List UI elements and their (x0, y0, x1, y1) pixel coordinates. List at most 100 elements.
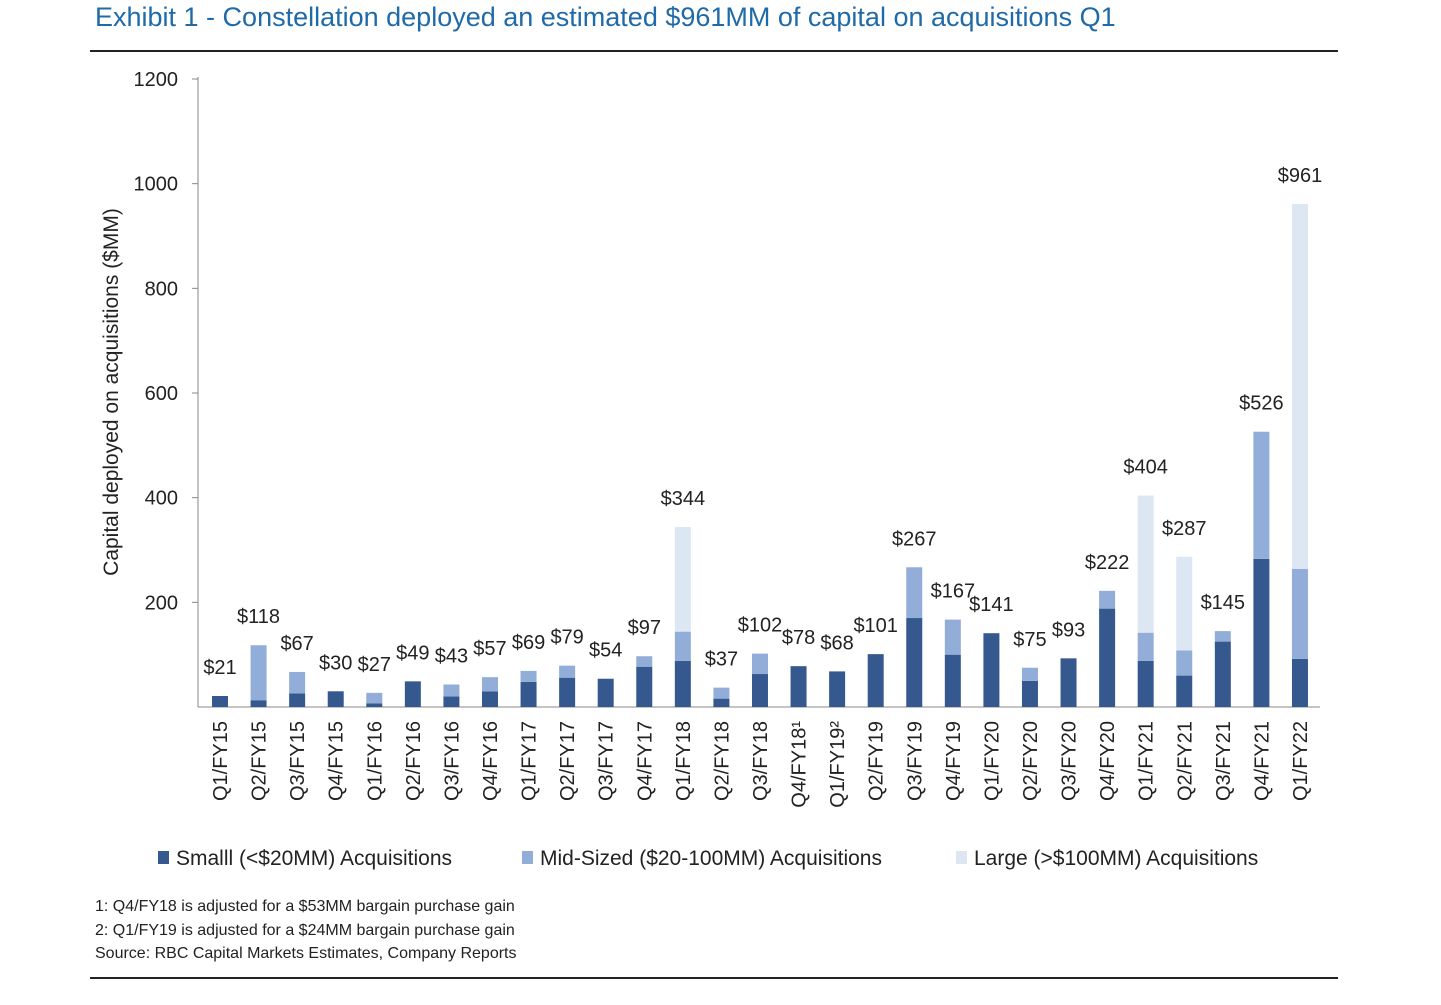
stacked-bar-chart: 200 400 600 800 1000 1200 Capital deployed on … (100, 69, 1322, 870)
bar-total-label: $145 (1201, 592, 1246, 614)
bar-total-label: $118 (237, 606, 280, 628)
bar-total-label: $27 (358, 654, 391, 676)
bar-total-label: $69 (512, 632, 545, 654)
bar-segment-small (597, 678, 614, 707)
bar-segment-small (1176, 675, 1193, 707)
x-tick-label: Q4/FY20 (1097, 721, 1119, 801)
bar-total-label: $267 (892, 528, 937, 550)
bar-segment-mid (559, 665, 576, 678)
bar-segment-small (366, 703, 383, 707)
top-rule (90, 50, 1338, 52)
bar-segment-small (327, 691, 344, 707)
y-tick-label: 1200 (134, 69, 179, 91)
bar-segment-small (404, 681, 421, 707)
bar-segment-mid (1176, 650, 1193, 676)
y-tick-label: 600 (145, 383, 178, 405)
y-tick-label: 200 (145, 592, 178, 614)
bar-total-label: $49 (396, 642, 429, 664)
source-note: Source: RBC Capital Markets Estimates, C… (95, 945, 517, 962)
bar-segment-mid (481, 677, 498, 692)
bar-total-label: $93 (1052, 619, 1085, 641)
bar-segment-mid (443, 684, 460, 697)
bar-total-label: $54 (589, 640, 622, 662)
x-tick-label: Q1/FY15 (210, 721, 232, 801)
bar-total-label: $344 (661, 488, 706, 510)
bar-total-label: $68 (820, 632, 853, 654)
x-tick-label: Q3/FY17 (596, 721, 618, 801)
bar-total-label: $30 (319, 652, 352, 674)
footnote-1: 1: Q4/FY18 is adjusted for a $53MM barga… (95, 898, 515, 915)
bar-segment-small (1253, 558, 1270, 707)
bar-total-label: $37 (705, 649, 738, 671)
x-tick-label: Q2/FY18 (711, 721, 733, 801)
bar-segment-small (481, 691, 498, 707)
bar-total-label: $78 (782, 627, 815, 649)
x-tick-label: Q2/FY21 (1174, 721, 1196, 801)
bar-segment-small (289, 693, 306, 707)
bar-segment-small (212, 696, 228, 707)
x-tick-label: Q4/FY15 (326, 721, 348, 801)
bar-total-label: $141 (969, 594, 1014, 616)
x-tick-label: Q3/FY16 (441, 721, 463, 801)
x-tick-label: Q4/FY18¹ (789, 721, 811, 808)
bar-total-label: $43 (435, 645, 468, 667)
x-tick-label: Q4/FY21 (1251, 721, 1273, 801)
bar-segment-mid (1099, 590, 1116, 609)
y-tick-label: 400 (145, 488, 178, 510)
bar-segment-mid (674, 631, 691, 661)
x-tick-label: Q1/FY17 (519, 721, 541, 801)
bar-segment-mid (944, 619, 961, 655)
bar-segment-large (674, 526, 691, 632)
footnotes: 1: Q4/FY18 is adjusted for a $53MM barga… (95, 895, 516, 966)
x-tick-label: Q1/FY16 (364, 721, 386, 801)
x-tick-label: Q1/FY19² (827, 721, 849, 808)
bar-segment-small (520, 681, 537, 707)
bar-total-label: $75 (1013, 629, 1046, 651)
bar-total-label: $97 (628, 617, 661, 639)
bar-segment-small (829, 671, 846, 707)
legend-swatch-large (956, 851, 967, 864)
x-tick-label: Q2/FY15 (249, 721, 271, 801)
x-tick-label: Q1/FY21 (1136, 721, 1158, 801)
bar-segment-small (674, 660, 691, 707)
x-tick-label: Q2/FY19 (866, 721, 888, 801)
y-tick-label: 800 (145, 278, 178, 300)
legend-label: Smalll (<$20MM) Acquisitions (176, 847, 452, 870)
x-tick-label: Q2/FY20 (1020, 721, 1042, 801)
bar-segment-small (751, 674, 768, 707)
bar-segment-mid (1021, 667, 1038, 681)
bar-segment-small (1291, 658, 1308, 707)
bar-segment-large (1137, 495, 1154, 633)
bar-total-label: $67 (280, 633, 313, 655)
bar-segment-large (1291, 204, 1308, 569)
x-tick-label: Q1/FY18 (673, 721, 695, 801)
bar-total-label: $57 (473, 638, 506, 660)
x-tick-label: Q3/FY18 (750, 721, 772, 801)
bar-segment-mid (250, 645, 267, 701)
x-tick-label: Q2/FY16 (403, 721, 425, 801)
legend-swatch-mid (522, 851, 533, 864)
x-tick-label: Q3/FY15 (287, 721, 309, 801)
x-tick-label: Q4/FY19 (943, 721, 965, 801)
bar-total-label: $404 (1123, 457, 1168, 479)
x-tick-label: Q1/FY22 (1290, 721, 1312, 801)
bar-segment-small (1214, 641, 1231, 707)
bar-segment-mid (751, 653, 768, 675)
x-tick-label: Q1/FY20 (981, 721, 1003, 801)
y-tick-label: 1000 (134, 174, 179, 196)
bar-segment-small (1021, 680, 1038, 707)
bar-segment-mid (520, 670, 537, 682)
legend-label: Large (>$100MM) Acquisitions (974, 847, 1258, 870)
bar-total-label: $287 (1162, 518, 1207, 540)
bar-segment-small (443, 696, 460, 707)
bar-segment-mid (906, 567, 923, 619)
bar-segment-large (1176, 556, 1193, 651)
bar-segment-mid (636, 656, 653, 667)
bar-segment-mid (1253, 431, 1270, 559)
x-tick-label: Q4/FY17 (634, 721, 656, 801)
bar-segment-small (1099, 608, 1116, 707)
bar-total-label: $21 (203, 657, 236, 679)
bar-segment-small (713, 698, 730, 707)
bar-segment-small (250, 700, 267, 707)
bar-segment-mid (1214, 631, 1231, 642)
